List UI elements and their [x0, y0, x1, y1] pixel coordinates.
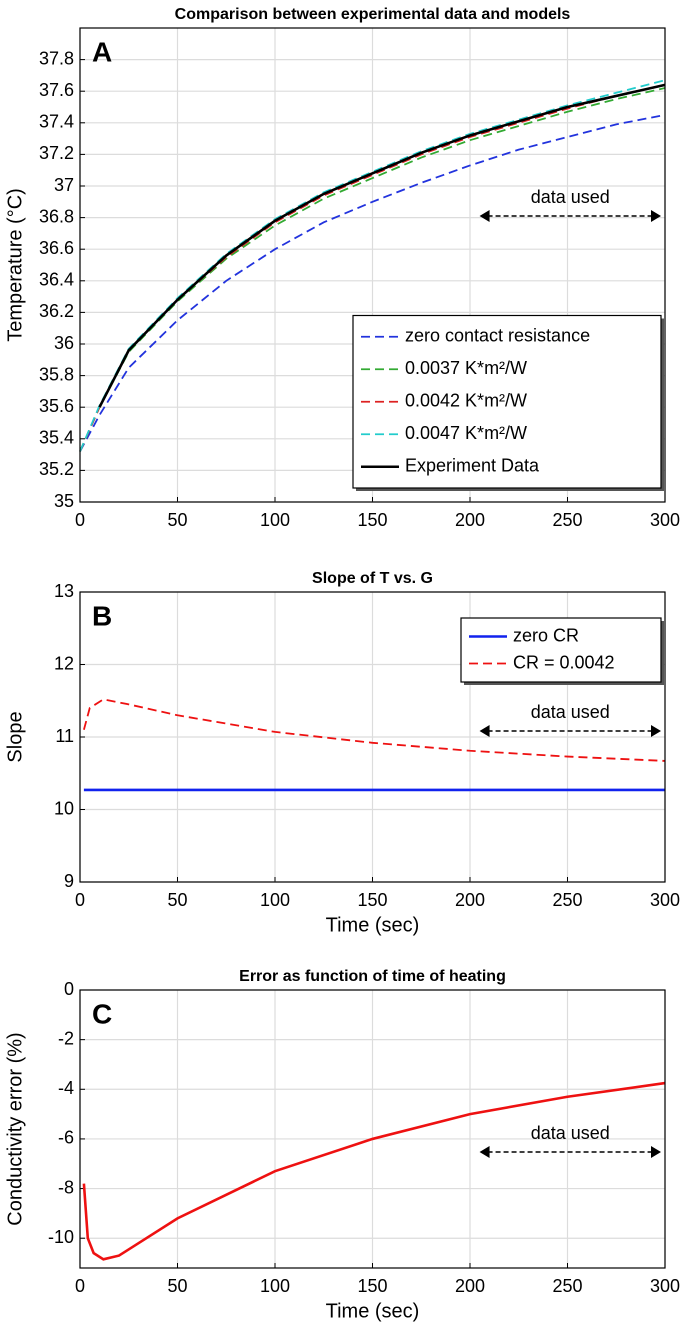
x-tick-label: 0	[75, 510, 85, 530]
x-tick-label: 200	[455, 510, 485, 530]
legend-label: 0.0042 K*m²/W	[405, 391, 527, 411]
x-tick-label: 100	[260, 890, 290, 910]
y-tick-label: -8	[58, 1177, 74, 1197]
y-tick-label: 37.6	[39, 80, 74, 100]
legend-label: 0.0037 K*m²/W	[405, 358, 527, 378]
legend-box	[352, 314, 662, 489]
y-tick-label: 35.4	[39, 428, 74, 448]
y-tick-label: 37	[54, 175, 74, 195]
y-tick-label: 12	[54, 653, 74, 673]
annotation: data used	[531, 187, 610, 207]
panel-label: C	[92, 998, 112, 1029]
y-tick-label: 35.6	[39, 396, 74, 416]
legend-label: zero contact resistance	[405, 326, 590, 346]
x-tick-label: 250	[552, 510, 582, 530]
x-tick-label: 200	[455, 1276, 485, 1296]
x-tick-label: 50	[167, 510, 187, 530]
x-axis-label: Time (sec)	[326, 914, 420, 936]
y-tick-label: 9	[64, 871, 74, 891]
panel-label: B	[92, 600, 112, 631]
legend-label: 0.0047 K*m²/W	[405, 423, 527, 443]
annotation: data used	[531, 702, 610, 722]
y-tick-label: 36	[54, 333, 74, 353]
data-line	[79, 79, 666, 452]
y-tick-label: 36.6	[39, 238, 74, 258]
y-tick-label: -10	[48, 1227, 74, 1247]
x-tick-label: 0	[75, 1276, 85, 1296]
axes-frame	[79, 989, 666, 1269]
y-axis-label: Slope	[4, 711, 26, 762]
legend-box	[460, 617, 662, 683]
x-tick-label: 150	[357, 1276, 387, 1296]
legend-label: CR = 0.0042	[513, 652, 615, 672]
chart-title: Error as function of time of heating	[239, 968, 506, 985]
x-tick-label: 250	[552, 1276, 582, 1296]
data-line	[83, 698, 666, 762]
legend-label: zero CR	[513, 625, 579, 645]
y-tick-label: 37.8	[39, 48, 74, 68]
y-tick-label: 10	[54, 798, 74, 818]
y-tick-label: -6	[58, 1128, 74, 1148]
x-tick-label: 100	[260, 510, 290, 530]
x-tick-label: 100	[260, 1276, 290, 1296]
x-tick-label: 150	[357, 510, 387, 530]
y-axis-label: Temperature (°C)	[4, 188, 26, 342]
y-tick-label: 37.4	[39, 112, 74, 132]
chart-title: Comparison between experimental data and…	[175, 6, 571, 23]
x-tick-label: 50	[167, 890, 187, 910]
y-tick-label: 36.8	[39, 206, 74, 226]
x-tick-label: 300	[650, 890, 680, 910]
x-axis-label: Time (sec)	[326, 1300, 420, 1322]
panel-label: A	[92, 36, 112, 67]
y-axis-label: Conductivity error (%)	[4, 1032, 26, 1225]
x-tick-label: 300	[650, 510, 680, 530]
y-tick-label: 37.2	[39, 143, 74, 163]
axes-frame	[79, 591, 666, 883]
annotation: data used	[531, 1123, 610, 1143]
y-tick-label: -4	[58, 1078, 74, 1098]
chart-title: Slope of T vs. G	[312, 570, 433, 587]
x-tick-label: 150	[357, 890, 387, 910]
y-tick-label: 0	[64, 979, 74, 999]
x-tick-label: 0	[75, 890, 85, 910]
data-line	[79, 114, 666, 452]
axes-frame	[79, 27, 666, 503]
x-tick-label: 200	[455, 890, 485, 910]
y-tick-label: 35	[54, 491, 74, 511]
y-tick-label: 36.4	[39, 270, 74, 290]
y-tick-label: 13	[54, 581, 74, 601]
y-tick-label: -2	[58, 1028, 74, 1048]
x-tick-label: 300	[650, 1276, 680, 1296]
data-line	[82, 1081, 666, 1261]
x-tick-label: 250	[552, 890, 582, 910]
legend-label: Experiment Data	[405, 456, 540, 476]
y-tick-label: 35.2	[39, 459, 74, 479]
y-tick-label: 36.2	[39, 301, 74, 321]
data-line	[98, 83, 666, 408]
y-tick-label: 35.8	[39, 364, 74, 384]
x-tick-label: 50	[167, 1276, 187, 1296]
y-tick-label: 11	[55, 726, 74, 746]
